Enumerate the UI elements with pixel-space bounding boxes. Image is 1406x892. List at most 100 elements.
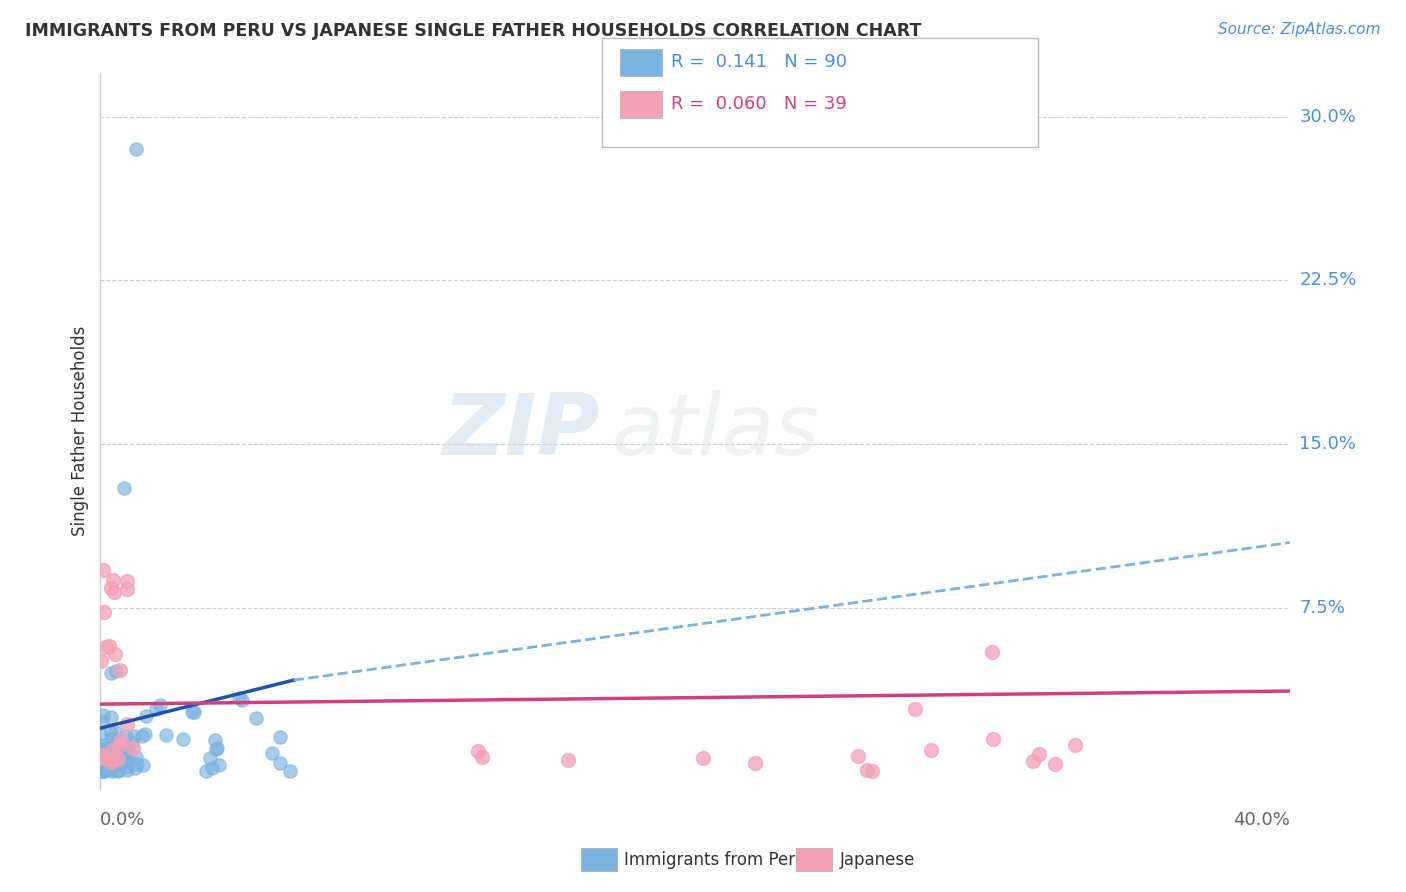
Point <box>90 746 112 760</box>
Point <box>204 732 226 747</box>
Point <box>208 757 231 772</box>
Point <box>91 756 114 770</box>
Point <box>93 764 115 778</box>
Point <box>96 743 118 757</box>
Text: 40.0%: 40.0% <box>1233 811 1289 829</box>
Point <box>115 760 138 774</box>
Point <box>122 741 145 756</box>
Point <box>107 752 129 766</box>
Point <box>93 748 115 763</box>
Point <box>110 663 132 677</box>
Point <box>104 647 127 661</box>
Point <box>180 705 202 719</box>
Point <box>103 754 125 768</box>
Point <box>114 750 136 764</box>
Point <box>148 698 170 712</box>
Text: 22.5%: 22.5% <box>1299 271 1357 290</box>
Text: 7.5%: 7.5% <box>1299 599 1346 617</box>
Point <box>471 749 494 764</box>
Text: Source: ZipAtlas.com: Source: ZipAtlas.com <box>1218 22 1381 37</box>
Point <box>101 764 124 779</box>
Point <box>96 760 118 774</box>
Point <box>467 744 489 758</box>
Point <box>108 746 131 760</box>
Point <box>110 732 132 747</box>
Point <box>94 741 117 756</box>
Point <box>231 693 253 707</box>
Point <box>100 665 122 680</box>
Point <box>104 664 127 678</box>
Point <box>205 742 228 756</box>
Point <box>90 764 112 778</box>
Point <box>125 749 148 764</box>
Point <box>103 738 125 752</box>
Point <box>121 735 143 749</box>
Point <box>744 756 766 771</box>
Point <box>269 756 291 771</box>
Point <box>111 753 134 767</box>
Point <box>122 729 145 743</box>
Point <box>104 756 127 770</box>
Point <box>135 709 157 723</box>
Point <box>90 762 112 776</box>
Text: 0.0%: 0.0% <box>100 811 146 829</box>
Point <box>1045 757 1067 772</box>
Y-axis label: Single Father Households: Single Father Households <box>72 326 89 536</box>
Point <box>269 730 291 744</box>
Point <box>118 754 141 768</box>
Point <box>101 753 124 767</box>
Point <box>93 605 115 619</box>
Point <box>104 725 127 739</box>
Point <box>98 743 121 757</box>
Point <box>100 759 122 773</box>
Text: R =  0.141   N = 90: R = 0.141 N = 90 <box>671 54 846 71</box>
Point <box>228 690 250 705</box>
Point <box>104 756 127 770</box>
Point <box>90 754 112 768</box>
Point <box>94 742 117 756</box>
Text: 15.0%: 15.0% <box>1299 435 1357 453</box>
Point <box>96 757 118 772</box>
Point <box>91 714 114 729</box>
Point <box>94 755 117 769</box>
Point <box>105 743 128 757</box>
Point <box>100 755 122 769</box>
Point <box>260 746 283 760</box>
Point <box>97 754 120 768</box>
Point <box>127 756 149 771</box>
Point <box>115 729 138 743</box>
Point <box>1064 738 1087 752</box>
Text: Japanese: Japanese <box>839 851 915 869</box>
Point <box>94 746 117 760</box>
Point <box>981 645 1004 659</box>
Point <box>117 574 139 588</box>
Point <box>100 709 122 723</box>
Point <box>93 750 115 764</box>
Point <box>100 726 122 740</box>
Point <box>134 727 156 741</box>
Point <box>132 758 155 772</box>
Point <box>103 740 125 755</box>
Point <box>110 756 132 770</box>
Point <box>108 738 131 752</box>
Text: R =  0.060   N = 39: R = 0.060 N = 39 <box>671 95 846 113</box>
Text: IMMIGRANTS FROM PERU VS JAPANESE SINGLE FATHER HOUSEHOLDS CORRELATION CHART: IMMIGRANTS FROM PERU VS JAPANESE SINGLE … <box>25 22 922 40</box>
Point <box>124 761 146 775</box>
Point <box>155 728 177 742</box>
Text: ZIP: ZIP <box>443 390 600 473</box>
Point <box>110 755 132 769</box>
Point <box>172 732 194 747</box>
Point <box>1022 755 1045 769</box>
Point <box>90 748 112 763</box>
Point <box>115 582 138 596</box>
Point <box>846 749 869 764</box>
Point <box>103 741 125 756</box>
Point <box>557 753 579 767</box>
Point <box>110 755 132 769</box>
Point <box>114 747 136 761</box>
Point <box>981 731 1004 746</box>
Point <box>101 731 124 746</box>
Point <box>201 761 224 775</box>
Point <box>91 708 114 723</box>
Point <box>90 763 112 777</box>
